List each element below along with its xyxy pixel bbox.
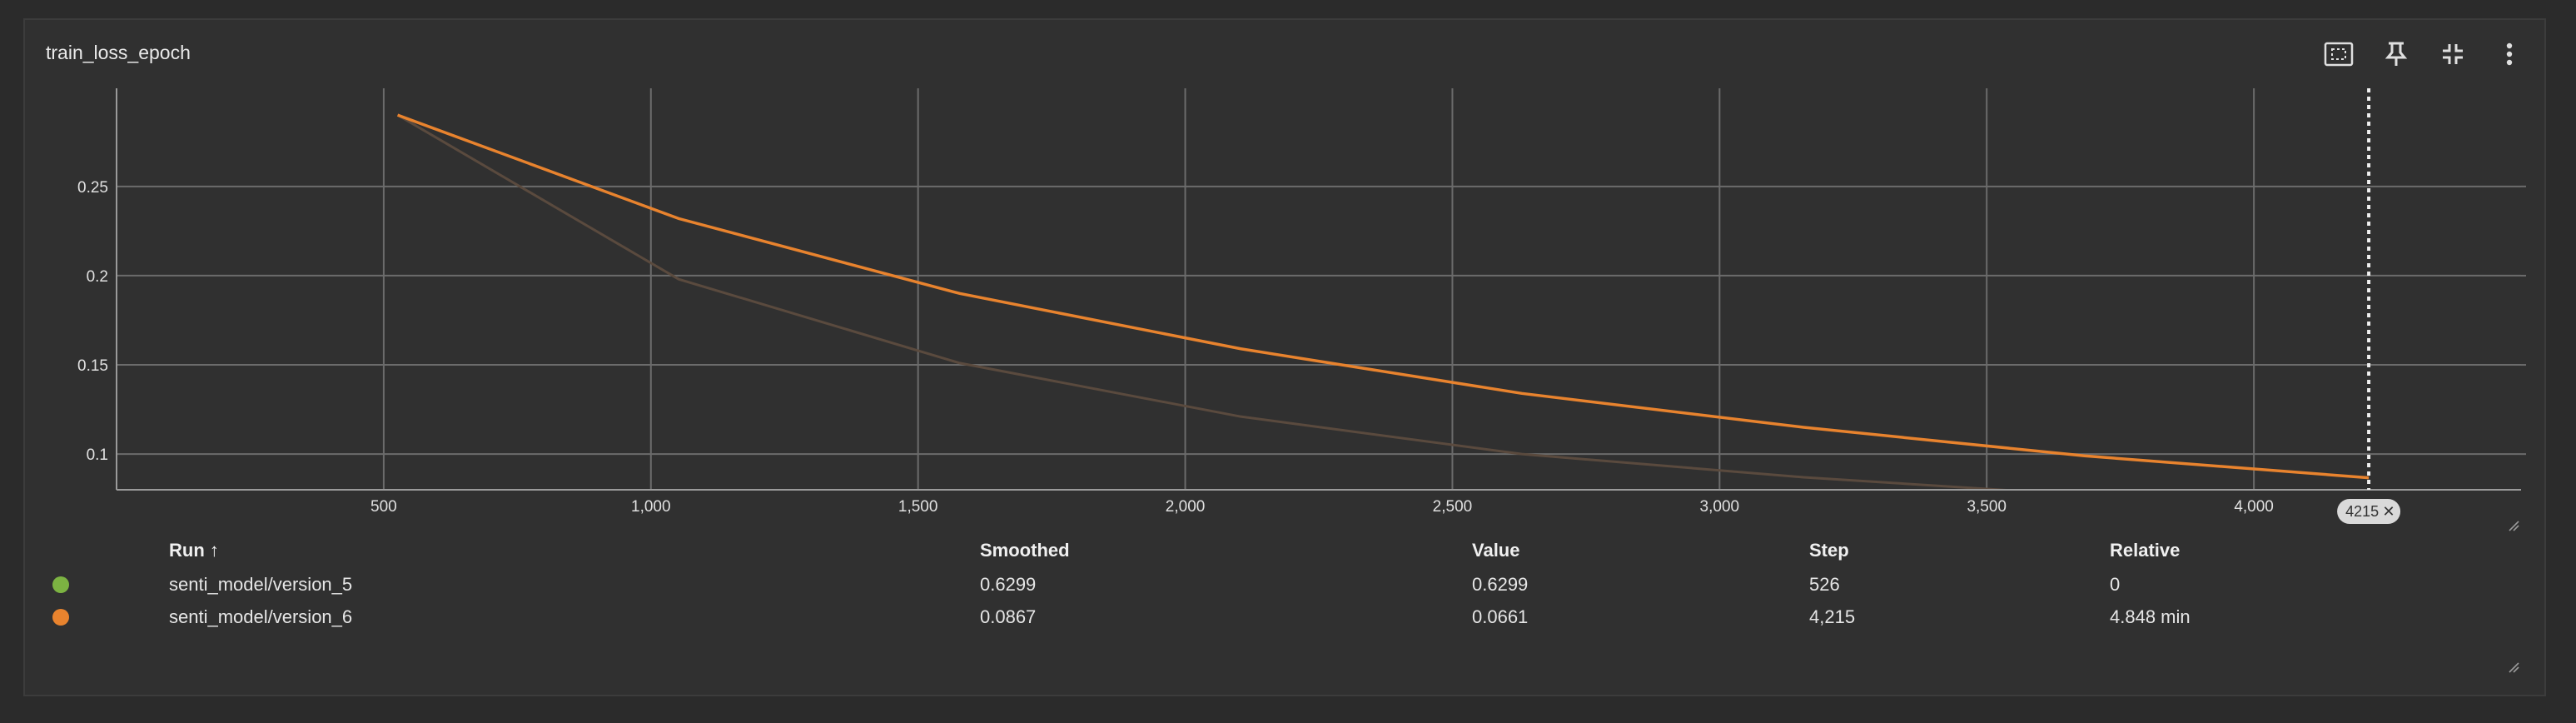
col-header-step: Step [1809, 540, 1849, 561]
x-tick-label: 3,500 [1967, 498, 2007, 516]
x-tick-label: 4,000 [2234, 498, 2274, 516]
x-tick-label: 500 [370, 498, 397, 516]
axes: 500 1,000 1,500 2,000 2,500 3,000 3,500 4,000 0.… [77, 88, 2526, 516]
table-cell-value: 0.0661 [1472, 606, 1529, 627]
table-cell-value: 0.6299 [1472, 574, 1529, 595]
x-tick-label: 1,000 [631, 498, 671, 516]
series-line [396, 113, 2370, 480]
series-layer [396, 113, 2370, 490]
table-cell-step: 526 [1809, 574, 1840, 595]
y-tick-label: 0.15 [77, 357, 108, 375]
col-header-run[interactable]: Run ↑ [169, 540, 219, 561]
hover-step-label: 4215 ✕ [2337, 499, 2401, 524]
table-resize-handle[interactable] [2508, 661, 2519, 673]
x-tick-label: 1,500 [898, 498, 938, 516]
x-tick-label: 2,000 [1166, 498, 1206, 516]
x-tick-label: 2,500 [1433, 498, 1473, 516]
run-color-dot [52, 609, 69, 626]
y-tick-label: 0.2 [87, 268, 108, 286]
line-chart[interactable]: 500 1,000 1,500 2,000 2,500 3,000 3,500 4,000 0.… [0, 0, 2576, 533]
hover-layer: 4215 ✕ [2337, 88, 2401, 524]
table-cell-step: 4,215 [1809, 606, 1856, 627]
col-header-relative: Relative [2110, 540, 2181, 561]
collapse-icon[interactable] [2436, 37, 2469, 71]
table-cell-smoothed: 0.6299 [980, 574, 1037, 595]
hover-step-text: 4215 [2345, 503, 2379, 520]
pin-icon[interactable] [2380, 37, 2413, 71]
run-color-dot [52, 576, 69, 593]
fit-to-data-icon[interactable] [2322, 37, 2355, 71]
hover-step-badge [2337, 499, 2401, 524]
table-cell-run: senti_model/version_6 [169, 606, 353, 627]
grid [117, 88, 2521, 490]
y-tick-label: 0.25 [77, 179, 108, 197]
table-cell-relative: 4.848 min [2110, 606, 2191, 627]
x-tick-label: 3,000 [1700, 498, 1740, 516]
y-tick-label: 0.1 [87, 446, 108, 464]
card-title: train_loss_epoch [46, 42, 191, 63]
col-header-value: Value [1472, 540, 1520, 561]
chart-resize-handle[interactable] [2508, 520, 2519, 531]
close-icon: ✕ [2383, 503, 2395, 520]
table-cell-run: senti_model/version_5 [169, 574, 353, 595]
more-vert-icon[interactable] [2493, 37, 2526, 71]
col-header-smoothed: Smoothed [980, 540, 1070, 561]
table-cell-relative: 0 [2110, 574, 2121, 595]
series-line [396, 113, 2021, 490]
table-cell-smoothed: 0.0867 [980, 606, 1037, 627]
